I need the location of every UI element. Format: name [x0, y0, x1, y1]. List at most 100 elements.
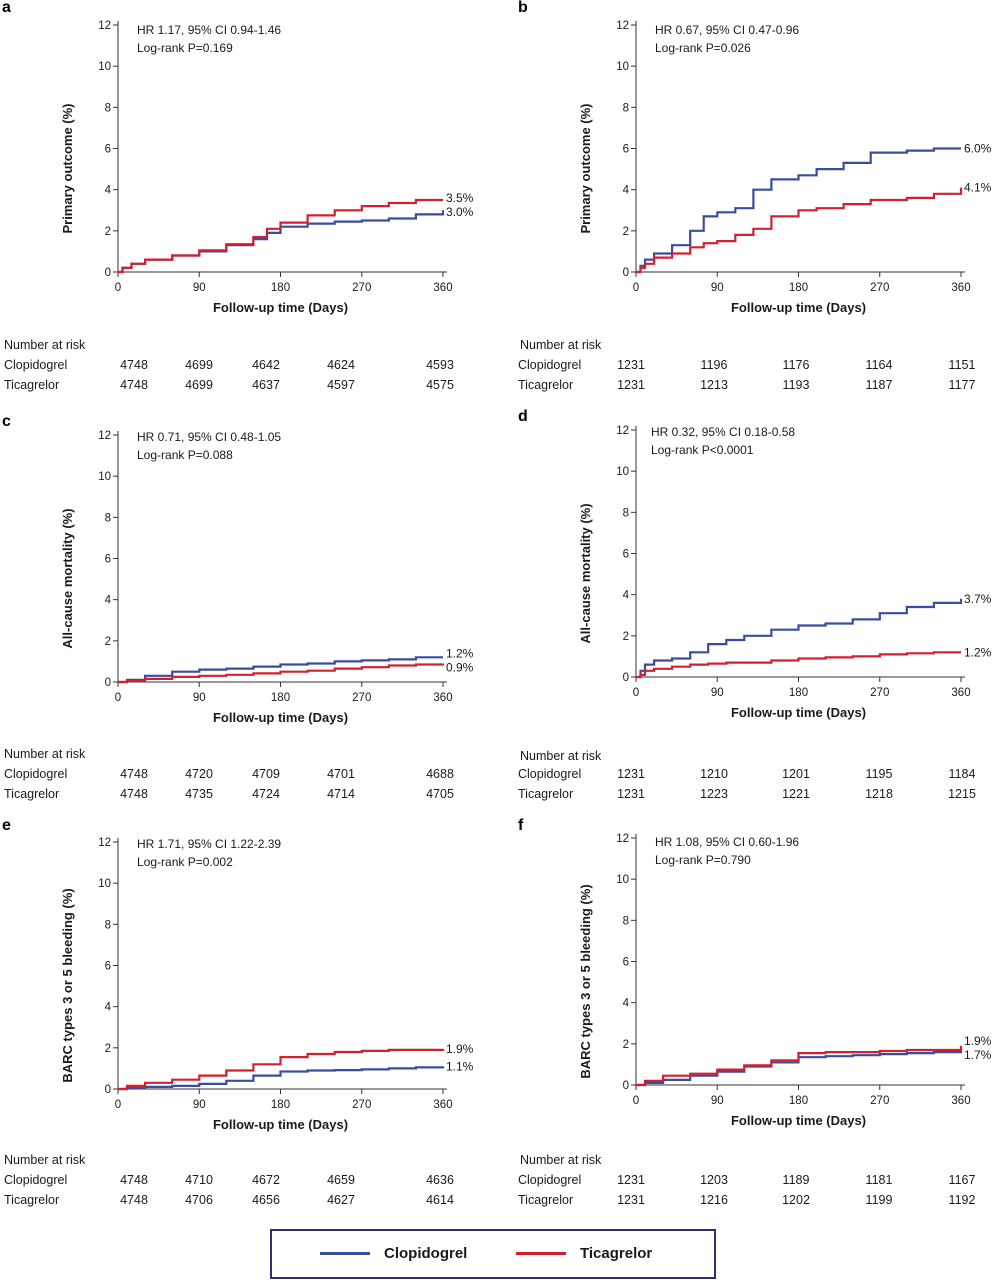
- end-label-ticagrelor: 1.9%: [446, 1042, 474, 1056]
- series-line-clopidogrel: [636, 598, 963, 679]
- risk-cell: 1177: [949, 378, 976, 392]
- y-tick-label: 0: [105, 677, 111, 689]
- risk-cell: 4575: [426, 378, 454, 392]
- risk-row-label: Ticagrelor: [518, 787, 573, 801]
- y-tick-label: 4: [105, 1002, 112, 1014]
- end-label-clopidogrel: 6.0%: [964, 142, 992, 156]
- hazard-ratio-text: HR 0.32, 95% CI 0.18-0.58: [651, 425, 795, 439]
- y-tick-label: 2: [623, 1039, 629, 1051]
- legend: Clopidogrel Ticagrelor: [270, 1229, 716, 1279]
- end-label-ticagrelor: 4.1%: [964, 181, 992, 195]
- y-tick-label: 2: [105, 636, 111, 648]
- y-tick-label: 2: [623, 631, 629, 643]
- risk-cell: 1223: [700, 787, 728, 801]
- panel-letter: f: [518, 817, 524, 834]
- panel-d: d 0 2 4 6 8 10 12 0 90 180 270 360 Follow-up time (Da…: [518, 408, 992, 801]
- x-tick-label: 270: [352, 1099, 371, 1111]
- panel-letter: c: [2, 413, 11, 430]
- y-tick-label: 4: [105, 595, 112, 607]
- legend-label-ticagrelor: Ticagrelor: [580, 1245, 653, 1262]
- risk-cell: 1193: [783, 378, 810, 392]
- panel-letter: d: [518, 408, 528, 425]
- risk-cell: 1202: [782, 1193, 810, 1207]
- risk-cell: 1199: [866, 1193, 893, 1207]
- risk-cell: 1192: [949, 1193, 976, 1207]
- risk-table-header: Number at risk: [520, 338, 602, 352]
- legend-swatch-ticagrelor: [516, 1252, 566, 1255]
- risk-cell: 1231: [617, 358, 645, 372]
- legend-swatch-clopidogrel: [320, 1252, 370, 1255]
- risk-cell: 1189: [783, 1173, 810, 1187]
- y-tick-label: 10: [616, 874, 629, 886]
- end-label-clopidogrel: 1.7%: [964, 1048, 992, 1062]
- risk-cell: 1216: [700, 1193, 728, 1207]
- risk-cell: 1164: [866, 358, 893, 372]
- risk-row-label: Clopidogrel: [4, 767, 67, 781]
- x-tick-label: 270: [870, 687, 889, 699]
- risk-cell: 4748: [120, 358, 148, 372]
- risk-cell: 1203: [700, 1173, 728, 1187]
- y-tick-label: 0: [105, 1084, 111, 1096]
- x-tick-label: 360: [433, 282, 452, 294]
- risk-cell: 4748: [120, 1173, 148, 1187]
- y-tick-label: 10: [616, 466, 629, 478]
- x-axis-title: Follow-up time (Days): [731, 300, 866, 315]
- end-label-clopidogrel: 1.2%: [446, 646, 474, 660]
- risk-row-label: Ticagrelor: [518, 378, 573, 392]
- x-tick-label: 0: [115, 282, 121, 294]
- x-tick-label: 270: [352, 282, 371, 294]
- x-tick-label: 360: [433, 1099, 452, 1111]
- panel-letter: e: [2, 817, 11, 834]
- x-tick-label: 180: [271, 692, 290, 704]
- risk-cell: 1167: [949, 1173, 976, 1187]
- risk-table-header: Number at risk: [520, 1153, 602, 1167]
- risk-cell: 4748: [120, 378, 148, 392]
- end-label-ticagrelor: 0.9%: [446, 660, 474, 674]
- risk-cell: 1187: [866, 378, 893, 392]
- y-tick-label: 10: [98, 61, 111, 73]
- risk-table-header: Number at risk: [4, 1153, 86, 1167]
- risk-row-label: Ticagrelor: [4, 1193, 59, 1207]
- risk-cell: 4735: [185, 787, 213, 801]
- end-label-clopidogrel: 3.0%: [446, 205, 474, 219]
- y-tick-label: 0: [623, 267, 629, 279]
- series-line-ticagrelor: [636, 1045, 963, 1087]
- risk-row-label: Ticagrelor: [518, 1193, 573, 1207]
- x-axis-title: Follow-up time (Days): [731, 705, 866, 720]
- risk-cell: 1181: [866, 1173, 893, 1187]
- risk-row-label: Clopidogrel: [518, 1173, 581, 1187]
- panel-c: c 0 2 4 6 8 10 12 0 90 180 270 360 Follow-up time (Da…: [2, 413, 474, 801]
- x-tick-label: 180: [789, 282, 808, 294]
- risk-row-label: Ticagrelor: [4, 378, 59, 392]
- end-label-clopidogrel: 3.7%: [964, 592, 992, 606]
- risk-cell: 4710: [185, 1173, 213, 1187]
- x-tick-label: 360: [951, 282, 970, 294]
- risk-cell: 1231: [617, 767, 645, 781]
- y-tick-label: 0: [105, 267, 111, 279]
- x-tick-label: 90: [711, 687, 724, 699]
- x-axis-title: Follow-up time (Days): [213, 1117, 348, 1132]
- y-axis-title: Primary outcome (%): [60, 103, 75, 233]
- series-line-ticagrelor: [118, 1048, 445, 1091]
- hazard-ratio-text: HR 0.67, 95% CI 0.47-0.96: [655, 23, 799, 37]
- x-axis-title: Follow-up time (Days): [731, 1113, 866, 1128]
- x-tick-label: 180: [271, 282, 290, 294]
- x-tick-label: 270: [870, 1095, 889, 1107]
- y-tick-label: 4: [623, 998, 630, 1010]
- series-line-ticagrelor: [118, 198, 443, 274]
- legend-item-clopidogrel: Clopidogrel: [320, 1245, 467, 1262]
- risk-cell: 1215: [948, 787, 976, 801]
- y-tick-label: 12: [98, 20, 111, 32]
- risk-row-label: Ticagrelor: [4, 787, 59, 801]
- risk-cell: 4701: [327, 767, 355, 781]
- x-tick-label: 90: [711, 282, 724, 294]
- risk-cell: 4637: [252, 378, 280, 392]
- risk-row-label: Clopidogrel: [518, 358, 581, 372]
- risk-table-header: Number at risk: [4, 338, 86, 352]
- risk-row-label: Clopidogrel: [4, 358, 67, 372]
- y-tick-label: 6: [623, 549, 629, 561]
- risk-cell: 4627: [327, 1193, 355, 1207]
- risk-cell: 4699: [185, 378, 213, 392]
- risk-cell: 1176: [783, 358, 810, 372]
- y-tick-label: 4: [623, 590, 630, 602]
